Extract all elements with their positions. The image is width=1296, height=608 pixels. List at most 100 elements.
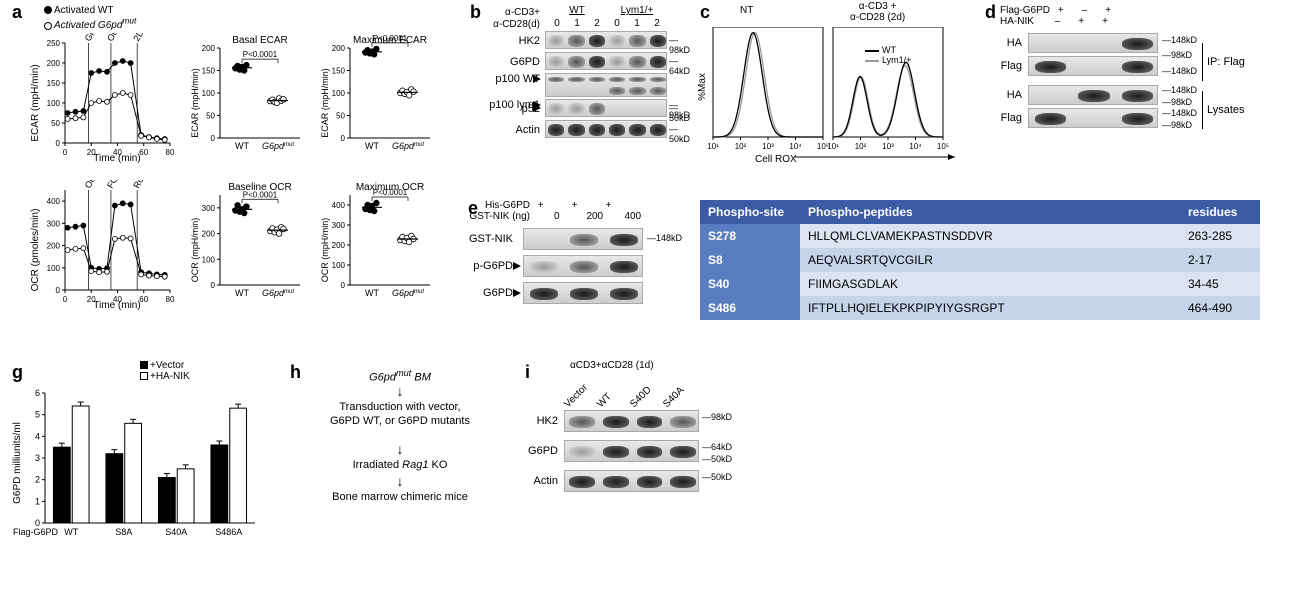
panel-g: +Vector +HA-NIK 0123456 WTS8AS40AS486AFl… [10, 360, 270, 560]
svg-text:100: 100 [202, 89, 216, 98]
ocr-ylabel: OCR (pmoles/min) [30, 209, 41, 292]
svg-text:10¹: 10¹ [707, 142, 719, 151]
svg-text:S486A: S486A [215, 527, 242, 537]
svg-text:400: 400 [47, 197, 61, 206]
svg-text:0: 0 [63, 148, 68, 157]
svg-text:4: 4 [35, 431, 40, 441]
g-marker-vec [140, 361, 148, 369]
svg-text:300: 300 [47, 219, 61, 228]
svg-text:P<0.0001: P<0.0001 [243, 190, 278, 199]
svg-text:100: 100 [202, 255, 216, 264]
arrow-icon: ↓ [285, 384, 515, 398]
svg-text:3: 3 [35, 453, 40, 463]
g-barchart: 0123456 WTS8AS40AS486AFlag-G6PD G6PD mil… [10, 388, 270, 553]
b-groups: WT Lym1/+ [547, 5, 667, 16]
max-ecar-chart: Maximum ECAR 050100150200P<0.0001WTG6pdm… [320, 33, 440, 163]
g-legend-vec: +Vector [150, 360, 184, 371]
svg-text:2: 2 [35, 475, 40, 485]
panel-d: Flag-G6PD +–+ HA-NIK –++ HA—148kDFlag—98… [980, 5, 1285, 195]
svg-text:0: 0 [211, 281, 216, 290]
svg-text:300: 300 [332, 221, 346, 230]
c-histograms: 10¹10²10³10⁴10⁵ 10¹10²10³10⁴10⁵ %Max Cel… [695, 27, 965, 167]
e-header: His-G6PD +++ GST-NIK (ng) 0200400 [455, 200, 652, 222]
svg-text:FCCP: FCCP [105, 180, 126, 190]
panel-a-legend: Activated WT Activated G6pdmut [44, 5, 136, 31]
svg-text:300: 300 [202, 204, 216, 213]
marker-wt [44, 6, 52, 14]
svg-text:5: 5 [35, 410, 40, 420]
svg-text:0: 0 [56, 139, 61, 148]
ocr-trace-chart: OligoFCCPRot/Ant 020406080 0100200300400… [30, 180, 180, 310]
g-ylabel: G6PD milliunits/ml [12, 422, 23, 504]
ecar-ylabel: ECAR (mpH/min) [30, 64, 41, 141]
b-header1: α-CD3+ [490, 7, 540, 18]
svg-text:400: 400 [332, 201, 346, 210]
e-gst-label: GST-NIK (ng) [455, 211, 530, 222]
svg-text:S8A: S8A [115, 527, 132, 537]
c-legend-wt: WT [882, 45, 896, 55]
svg-text:WT: WT [365, 288, 379, 298]
svg-text:250: 250 [47, 39, 61, 48]
svg-text:Flag-G6PD: Flag-G6PD [13, 527, 59, 537]
panel-h: G6pdmut BM ↓ Transduction with vector, G… [285, 360, 515, 560]
c-ylabel: %Max [697, 73, 708, 101]
c-nt-label: NT [740, 5, 753, 16]
svg-text:200: 200 [47, 242, 61, 251]
svg-text:200: 200 [202, 44, 216, 53]
basal-ecar-title: Basal ECAR [232, 35, 288, 46]
svg-text:2DG: 2DG [131, 33, 149, 43]
svg-text:6: 6 [35, 388, 40, 398]
svg-text:100: 100 [47, 264, 61, 273]
svg-text:10⁴: 10⁴ [789, 142, 802, 151]
g-legend: +Vector +HA-NIK [140, 360, 190, 382]
marker-mut [44, 22, 52, 30]
b-group-lym: Lym1/+ [607, 5, 667, 16]
svg-text:200: 200 [47, 59, 61, 68]
svg-text:150: 150 [47, 79, 61, 88]
baseline-ocr-ylabel: OCR (mpH/min) [190, 218, 200, 283]
svg-text:50: 50 [51, 119, 60, 128]
baseline-ocr-chart: Baseline OCR 0100200300P<0.0001WTG6pdmut… [190, 180, 310, 310]
panel-f: Phospho-sitePhospho-peptidesresiduesS278… [700, 200, 1260, 330]
c-xlabel: Cell ROX [755, 154, 797, 165]
svg-text:Rot/Ant: Rot/Ant [131, 180, 155, 190]
b-days-row: 012012 [547, 18, 667, 29]
svg-text:200: 200 [332, 44, 346, 53]
svg-text:10²: 10² [855, 142, 867, 151]
svg-text:P<0.0001: P<0.0001 [243, 50, 278, 59]
arrow-icon: ↓ [285, 442, 515, 456]
svg-text:Glc: Glc [83, 33, 99, 43]
svg-text:Oligo: Oligo [83, 180, 102, 190]
phospho-table: Phospho-sitePhospho-peptidesresiduesS278… [700, 200, 1260, 320]
ocr-xlabel: Time (min) [93, 300, 140, 310]
d-flag-label: Flag-G6PD [1000, 5, 1050, 16]
svg-text:0: 0 [56, 286, 61, 295]
svg-text:60: 60 [139, 148, 148, 157]
d-ha-label: HA-NIK [1000, 16, 1034, 27]
max-ocr-chart: Maximum OCR 0100200300400P<0.0001WTG6pdm… [320, 180, 440, 310]
g-marker-nik [140, 372, 148, 380]
svg-text:10²: 10² [735, 142, 747, 151]
svg-text:WT: WT [235, 141, 249, 151]
ecar-trace-chart: GlcOligo2DG 020406080 050100150200250 EC… [30, 33, 180, 163]
c-legend: WT Lym1/+ [865, 45, 911, 65]
panel-c: NT α-CD3 + α-CD28 (2d) 10¹10²10³10⁴10⁵ 1… [695, 5, 975, 195]
max-ecar-ylabel: ECAR (mpH/min) [320, 68, 330, 138]
legend-mut: Activated G6pdmut [54, 20, 136, 31]
svg-text:60: 60 [139, 295, 148, 304]
h-step3: Bone marrow chimeric mice [285, 490, 515, 504]
panel-a: Activated WT Activated G6pdmut Glc Oligo 2… [10, 5, 450, 335]
h-step1: Transduction with vector, G6PD WT, or G6… [285, 400, 515, 429]
i-header: αCD3+αCD28 (1d) [570, 360, 654, 371]
svg-text:80: 80 [166, 148, 175, 157]
svg-text:10³: 10³ [882, 142, 894, 151]
i-lanes: VectorWTS40DS40A [562, 374, 702, 409]
svg-text:100: 100 [332, 261, 346, 270]
d-header: Flag-G6PD +–+ HA-NIK –++ [1000, 5, 1129, 27]
svg-text:G6pdmut: G6pdmut [262, 288, 294, 298]
max-ocr-ylabel: OCR (mpH/min) [320, 218, 330, 283]
svg-text:100: 100 [47, 99, 61, 108]
svg-text:80: 80 [166, 295, 175, 304]
g-legend-nik: +HA-NIK [150, 371, 190, 382]
legend-wt: Activated WT [54, 5, 113, 16]
